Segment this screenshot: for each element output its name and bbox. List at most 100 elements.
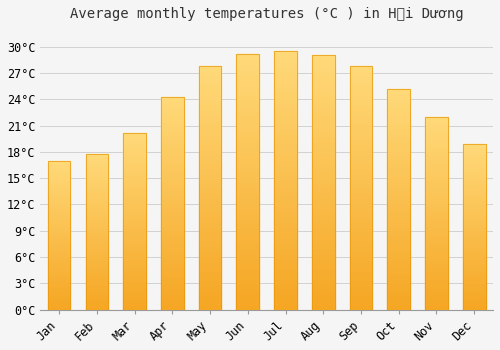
Bar: [350, 251, 372, 256]
Bar: [199, 232, 222, 237]
Bar: [124, 193, 146, 196]
Bar: [463, 154, 485, 157]
Bar: [199, 80, 222, 85]
Title: Average monthly temperatures (°C ) in Hải Dương: Average monthly temperatures (°C ) in Hả…: [70, 7, 464, 21]
Bar: [463, 207, 485, 210]
Bar: [425, 121, 448, 125]
Bar: [48, 226, 70, 229]
Bar: [274, 186, 297, 191]
Bar: [274, 139, 297, 144]
Bar: [124, 210, 146, 214]
Bar: [124, 281, 146, 285]
Bar: [312, 142, 334, 147]
Bar: [86, 178, 108, 182]
Bar: [312, 101, 334, 106]
Bar: [161, 152, 184, 156]
Bar: [312, 269, 334, 274]
Bar: [86, 182, 108, 185]
Bar: [199, 71, 222, 76]
Bar: [48, 161, 70, 163]
Bar: [161, 199, 184, 203]
Bar: [48, 178, 70, 182]
Bar: [124, 140, 146, 143]
Bar: [124, 196, 146, 200]
Bar: [463, 174, 485, 177]
Bar: [274, 175, 297, 180]
Bar: [425, 290, 448, 294]
Bar: [161, 297, 184, 301]
Bar: [199, 305, 222, 310]
Bar: [274, 165, 297, 170]
Bar: [274, 227, 297, 232]
Bar: [161, 131, 184, 135]
Bar: [48, 220, 70, 223]
Bar: [463, 300, 485, 303]
Bar: [463, 184, 485, 187]
Bar: [161, 271, 184, 275]
Bar: [86, 216, 108, 219]
Bar: [425, 159, 448, 163]
Bar: [463, 224, 485, 227]
Bar: [425, 128, 448, 132]
Bar: [124, 257, 146, 260]
Bar: [236, 116, 259, 121]
Bar: [274, 284, 297, 289]
Bar: [199, 217, 222, 222]
Bar: [199, 159, 222, 163]
Bar: [236, 136, 259, 141]
Bar: [124, 154, 146, 158]
Bar: [274, 304, 297, 310]
Bar: [236, 172, 259, 177]
Bar: [161, 306, 184, 310]
Bar: [312, 259, 334, 264]
Bar: [463, 233, 485, 237]
Bar: [350, 66, 372, 310]
Bar: [124, 150, 146, 154]
Bar: [425, 213, 448, 217]
Bar: [236, 156, 259, 162]
Bar: [199, 280, 222, 285]
Bar: [463, 220, 485, 224]
Bar: [124, 178, 146, 182]
Bar: [312, 193, 334, 198]
Bar: [388, 217, 410, 221]
Bar: [124, 207, 146, 210]
Bar: [48, 274, 70, 277]
Bar: [425, 171, 448, 175]
Bar: [388, 120, 410, 124]
Bar: [388, 230, 410, 235]
Bar: [350, 202, 372, 207]
Bar: [48, 286, 70, 289]
Bar: [48, 250, 70, 253]
Bar: [161, 97, 184, 101]
Bar: [388, 266, 410, 270]
Bar: [350, 271, 372, 275]
Bar: [312, 218, 334, 223]
Bar: [199, 178, 222, 183]
Bar: [274, 103, 297, 108]
Bar: [199, 193, 222, 197]
Bar: [161, 246, 184, 250]
Bar: [236, 100, 259, 106]
Bar: [274, 294, 297, 299]
Bar: [350, 129, 372, 134]
Bar: [350, 295, 372, 300]
Bar: [388, 261, 410, 266]
Bar: [350, 110, 372, 115]
Bar: [86, 191, 108, 194]
Bar: [463, 290, 485, 293]
Bar: [425, 240, 448, 244]
Bar: [463, 253, 485, 257]
Bar: [388, 301, 410, 305]
Bar: [48, 238, 70, 241]
Bar: [236, 70, 259, 75]
Bar: [425, 117, 448, 310]
Bar: [199, 124, 222, 129]
Bar: [463, 144, 485, 147]
Bar: [199, 76, 222, 80]
Bar: [274, 273, 297, 279]
Bar: [425, 152, 448, 155]
Bar: [199, 110, 222, 115]
Bar: [199, 256, 222, 261]
Bar: [274, 154, 297, 160]
